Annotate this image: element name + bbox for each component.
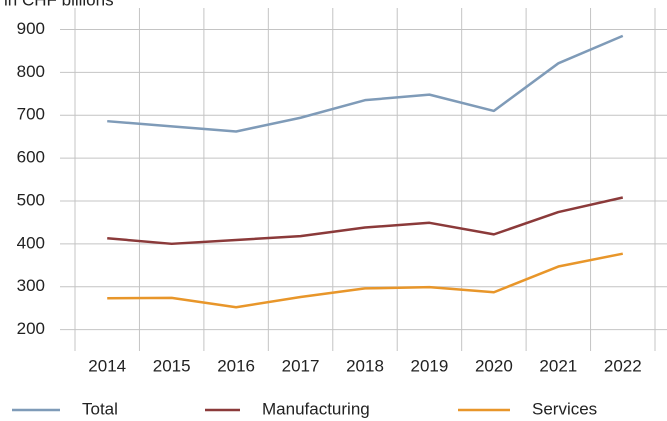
y-tick-label: 900 bbox=[17, 19, 45, 38]
x-tick-label: 2016 bbox=[217, 356, 255, 375]
x-tick-label: 2014 bbox=[88, 356, 126, 375]
y-tick-label: 300 bbox=[17, 276, 45, 295]
y-tick-label: 200 bbox=[17, 319, 45, 338]
series-line bbox=[107, 34, 624, 133]
x-tick-label: 2021 bbox=[539, 356, 577, 375]
x-tick-label: 2019 bbox=[411, 356, 449, 375]
y-tick-label: 800 bbox=[17, 62, 45, 81]
chart-subtitle: in CHF billions bbox=[4, 0, 114, 9]
x-tick-label: 2022 bbox=[604, 356, 642, 375]
legend-label: Services bbox=[532, 399, 597, 418]
x-tick-label: 2020 bbox=[475, 356, 513, 375]
x-tick-label: 2017 bbox=[282, 356, 320, 375]
x-tick-label: 2018 bbox=[346, 356, 384, 375]
legend-label: Manufacturing bbox=[262, 399, 370, 418]
y-tick-label: 700 bbox=[17, 105, 45, 124]
y-tick-label: 600 bbox=[17, 148, 45, 167]
y-tick-label: 500 bbox=[17, 190, 45, 209]
x-tick-label: 2015 bbox=[153, 356, 191, 375]
series-line bbox=[107, 196, 624, 246]
series-line bbox=[107, 252, 624, 309]
y-tick-label: 400 bbox=[17, 233, 45, 252]
legend-label: Total bbox=[82, 399, 118, 418]
